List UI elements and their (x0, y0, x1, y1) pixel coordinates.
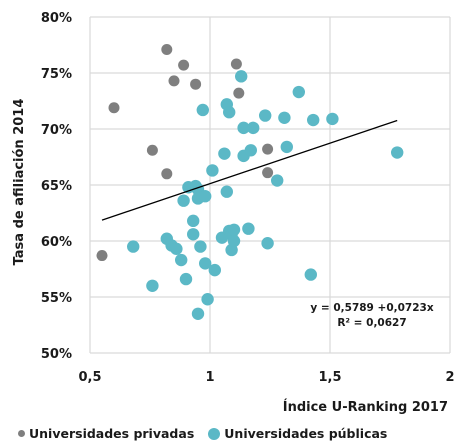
legend-marker-publicas (208, 427, 221, 440)
trend-line (101, 119, 398, 221)
x-tick-label: 0,5 (78, 370, 101, 385)
point-privada (168, 75, 180, 87)
point-publica (304, 268, 317, 281)
x-axis-title: Índice U-Ranking 2017 (283, 399, 448, 415)
point-privada (108, 102, 120, 114)
point-publica (187, 228, 200, 241)
y-tick-label: 55% (41, 291, 72, 306)
point-publica (179, 272, 193, 286)
point-publica (326, 112, 339, 126)
point-publica (278, 111, 291, 125)
x-axis-ticks: 0,5 1 1,5 2 (78, 370, 454, 385)
point-publica (127, 240, 140, 253)
legend-marker-privadas (18, 430, 25, 437)
point-publica (175, 253, 188, 267)
point-privada (233, 87, 245, 99)
point-publica (187, 214, 200, 228)
point-publica (292, 85, 305, 99)
data-points (96, 43, 404, 320)
point-privada (178, 59, 190, 71)
point-publica (199, 257, 212, 270)
point-publica (227, 223, 241, 236)
point-publica (237, 121, 250, 135)
legend-item-privadas: Universidades privadas (18, 426, 194, 441)
r-squared: R² = 0,0627 (337, 317, 406, 329)
point-privada (262, 167, 274, 179)
point-privada (161, 43, 173, 55)
point-publica (235, 70, 248, 83)
y-axis-title: Tasa de afiliación 2014 (12, 99, 27, 266)
point-publica (259, 109, 272, 122)
point-privada (230, 58, 242, 70)
x-tick-label: 1,5 (318, 370, 341, 385)
point-privada (96, 250, 108, 262)
point-privada (190, 78, 202, 90)
y-tick-label: 80% (41, 11, 72, 26)
point-publica (177, 194, 190, 207)
point-publica (218, 147, 231, 160)
point-publica (244, 144, 257, 157)
y-tick-label: 60% (41, 235, 72, 250)
point-publica (227, 234, 241, 248)
legend: Universidades privadas Universidades púb… (18, 426, 387, 441)
x-tick-label: 2 (445, 370, 454, 385)
point-publica (280, 140, 293, 154)
point-publica (196, 103, 209, 117)
point-publica (271, 174, 284, 187)
point-publica (247, 121, 260, 135)
point-publica (220, 185, 233, 198)
legend-label-publicas: Universidades públicas (224, 426, 388, 441)
regression-equation: y = 0,5789 +0,0723x (310, 302, 433, 314)
x-tick-label: 1 (205, 370, 214, 385)
y-tick-label: 70% (41, 123, 72, 138)
point-publica (261, 237, 274, 250)
point-publica (146, 279, 159, 292)
y-tick-label: 75% (41, 67, 72, 82)
point-publica (208, 263, 221, 277)
point-publica (242, 222, 255, 235)
y-tick-label: 65% (41, 179, 72, 194)
y-tick-label: 50% (41, 347, 72, 362)
point-publica (391, 146, 404, 159)
point-publica (307, 113, 320, 127)
point-publica (201, 293, 214, 306)
y-axis-ticks: 50% 55% 60% 65% 70% 75% 80% (41, 11, 72, 362)
point-publica (194, 240, 207, 253)
point-publica (206, 164, 219, 177)
point-privada (161, 168, 173, 180)
legend-item-publicas: Universidades públicas (208, 426, 387, 441)
legend-label-privadas: Universidades privadas (29, 426, 195, 441)
point-publica (191, 307, 205, 320)
point-publica (199, 190, 212, 203)
point-publica (223, 106, 236, 119)
point-publica (170, 242, 183, 256)
grid-lines (89, 16, 451, 354)
point-privada (146, 144, 158, 156)
point-privada (262, 143, 274, 155)
